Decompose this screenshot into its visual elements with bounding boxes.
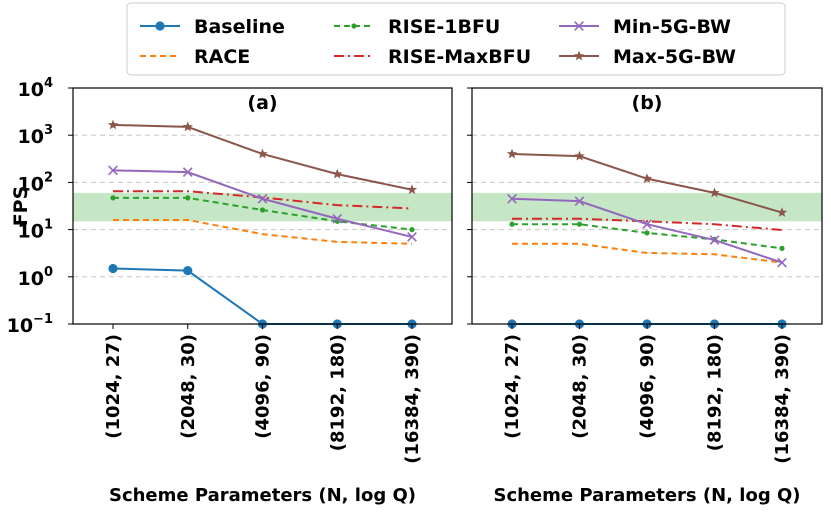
data-point-min-5g-bw-1 [182,167,193,178]
legend-label-baseline: Baseline [194,16,285,38]
data-point-baseline-1 [183,266,193,276]
panel-a: (1024, 27) (2048, 30) (4096, 90) (8192, 180… [68,87,453,506]
data-point-min-5g-bw-0 [108,165,118,176]
series-line-max-5g-bw [112,123,413,191]
legend: Baseline RACE RISE-1BFU RISE-MaxBFU Min-5G-B… [126,2,786,76]
data-point-max-5g-bw-4 [406,184,418,195]
data-point-min-5g-bw-0 [507,193,517,204]
data-point-min-5g-bw-1 [574,196,585,207]
series-line-rise-maxbfu [512,217,783,232]
data-point-min-5g-bw-2 [257,193,268,204]
legend-marker-rise-1bfu [351,23,357,29]
x-tick-label: (8192, 180) [705,334,726,451]
legend-item-baseline: Baseline [140,16,285,38]
data-point-min-5g-bw-2 [642,219,652,230]
y-tick-label: 102 [18,170,54,195]
x-tick-label: (16384, 390) [402,334,423,464]
legend-marker-baseline [155,21,165,31]
legend-label-rise-1bfu: RISE-1BFU [388,16,500,38]
x-tick-label: (2048, 30) [570,334,591,439]
data-point-max-5g-bw-3 [709,187,720,198]
target-fps-band [472,192,822,222]
y-tick-label: 101 [18,218,54,243]
x-tick-label: (1024, 27) [103,334,124,439]
data-point-baseline-0 [108,263,118,274]
series-group [506,148,788,329]
data-point-rise-1bfu-4 [779,245,785,251]
x-axis-label: Scheme Parameters (N, log Q) [109,485,416,506]
legend-item-race: RACE [140,46,250,68]
x-tick-label: (4096, 90) [637,334,658,439]
legend-label-min-5g-bw: Min-5G-BW [613,16,731,38]
data-point-rise-1bfu-4 [409,227,415,233]
x-tick-label: (4096, 90) [253,334,274,439]
data-point-max-5g-bw-2 [257,148,268,159]
data-point-max-5g-bw-3 [332,168,343,179]
panel-title: (b) [632,92,663,114]
x-tick-label: (2048, 30) [178,334,199,439]
legend-marker-max-5g-bw [573,50,585,61]
y-tick-label: 104 [18,76,54,101]
panel-b: (1024, 27) (2048, 30) (4096, 90) (8192, 180… [467,87,823,506]
chart-panels: (1024, 27) (2048, 30) (4096, 90) (8192, 180… [68,87,823,506]
data-point-min-5g-bw-3 [709,235,720,245]
panel-title: (a) [247,92,277,114]
data-point-rise-1bfu-1 [576,221,583,227]
legend-box [126,2,786,76]
data-point-rise-1bfu-2 [259,207,266,213]
data-point-max-5g-bw-2 [641,173,653,184]
data-point-rise-1bfu-0 [509,221,515,227]
y-tick-label: 10−1 [7,312,53,337]
data-point-min-5g-bw-4 [777,257,787,268]
x-axis-label: Scheme Parameters (N, log Q) [493,485,800,506]
data-point-max-5g-bw-4 [776,207,788,217]
y-tick-label: 103 [18,123,54,148]
x-tick-label: (16384, 390) [772,334,793,464]
legend-item-rise-1bfu: RISE-1BFU [334,16,500,38]
data-point-rise-1bfu-0 [110,195,116,201]
legend-item-min-5g-bw: Min-5G-BW [559,16,731,38]
legend-label-max-5g-bw: Max-5G-BW [613,46,736,68]
legend-marker-min-5g-bw [574,21,584,31]
series-group [107,119,418,329]
data-point-max-5g-bw-0 [107,119,119,130]
data-point-max-5g-bw-1 [574,150,585,161]
y-axis-label: FPS [10,186,32,227]
data-point-rise-1bfu-2 [644,230,650,236]
data-point-max-5g-bw-1 [182,121,193,132]
data-point-min-5g-bw-4 [407,232,417,242]
x-tick-label: (8192, 180) [327,334,348,451]
y-axis: 10−1 100 101 102 103 104 FPS [7,76,53,337]
data-point-min-5g-bw-3 [332,213,343,224]
y-tick-label: 100 [18,265,54,290]
legend-item-rise-maxbfu: RISE-MaxBFU [334,46,531,68]
data-point-max-5g-bw-0 [506,148,518,159]
series-line-rise-maxbfu [113,190,413,210]
legend-label-race: RACE [194,46,250,68]
series-line-race [113,218,413,245]
legend-item-max-5g-bw: Max-5G-BW [559,46,736,68]
data-point-rise-1bfu-1 [185,195,191,201]
x-tick-label: (1024, 27) [502,334,523,439]
series-line-race [512,242,783,264]
legend-label-rise-maxbfu: RISE-MaxBFU [388,46,531,68]
